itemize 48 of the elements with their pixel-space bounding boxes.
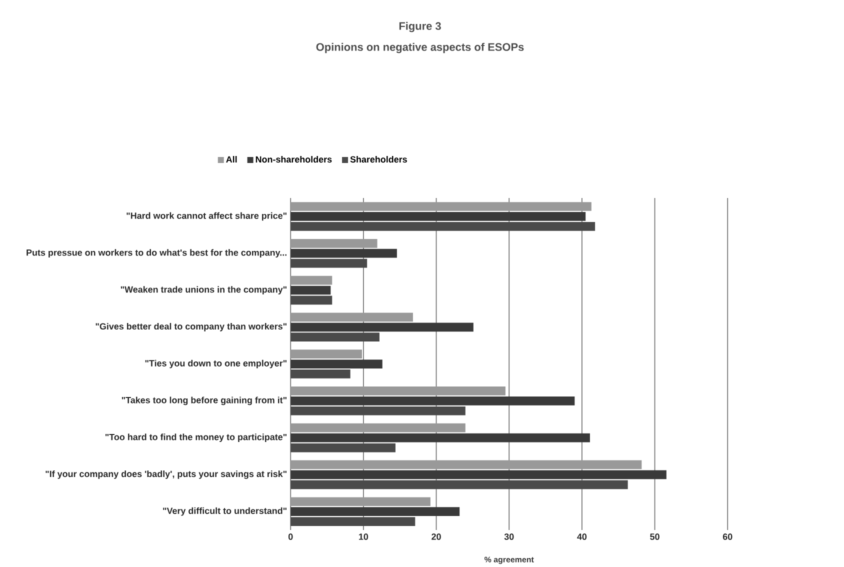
bar (290, 332, 380, 342)
x-tick-label: 0 (288, 533, 293, 540)
bar (290, 359, 382, 368)
bar (290, 460, 642, 470)
y-tick-label: "Gives better deal to company than workers" (96, 322, 286, 332)
bar (290, 386, 506, 396)
bar (290, 406, 466, 416)
bar (290, 470, 666, 479)
y-tick-label: "Weaken trade unions in the company" (120, 286, 286, 294)
bar (290, 296, 332, 304)
bar (290, 396, 575, 406)
bar (290, 507, 460, 516)
bar (290, 238, 378, 248)
chart-subtitle: Opinions on negative aspects of ESOPs (316, 42, 524, 53)
bar (290, 480, 628, 489)
x-tick-label: 50 (650, 533, 660, 540)
bar (290, 248, 397, 258)
x-tick-label: 30 (504, 533, 514, 540)
y-tick-label: "Ties you down to one employer" (145, 360, 286, 368)
bar (290, 258, 368, 268)
bar (290, 433, 590, 442)
y-tick-label: "Hard work cannot affect share price" (126, 212, 286, 221)
x-tick-label: 10 (359, 533, 368, 540)
bar (290, 369, 350, 378)
bar (290, 350, 362, 358)
bar (290, 322, 474, 332)
bar (290, 222, 596, 231)
y-tick-label: "Very difficult to understand" (163, 507, 286, 516)
y-tick-label: "Too hard to find the money to participate" (105, 433, 286, 442)
legend-label: All (226, 156, 237, 162)
x-tick-label: 40 (577, 533, 587, 540)
bar (290, 516, 416, 526)
y-tick-label: "If your company does 'badly', puts your savings at risk" (46, 470, 286, 479)
bar (290, 276, 332, 285)
legend-label: Non-shareholders (256, 156, 332, 162)
bar (290, 443, 396, 452)
legend-label: Shareholders (350, 156, 407, 162)
x-tick-label: 20 (432, 533, 441, 540)
bar (290, 212, 586, 221)
chart-title: Figure 3 (399, 22, 441, 32)
bar (290, 423, 466, 432)
bar (290, 286, 331, 295)
y-tick-label: Puts pressue on workers to do what's best for the company... (26, 249, 286, 258)
x-tick-label: 60 (722, 533, 732, 540)
bar (290, 202, 592, 211)
bar (290, 312, 413, 322)
bar (290, 497, 430, 506)
y-tick-label: "Takes too long before gaining from it" (122, 396, 286, 405)
